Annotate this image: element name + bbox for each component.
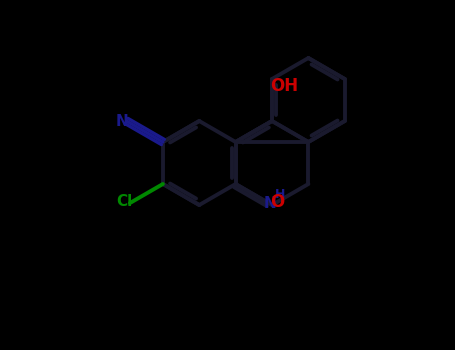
Text: OH: OH <box>270 77 298 95</box>
Text: N: N <box>115 114 128 130</box>
Text: H: H <box>275 189 285 202</box>
Text: Cl: Cl <box>116 195 132 210</box>
Text: N: N <box>263 196 276 210</box>
Text: O: O <box>270 193 285 211</box>
